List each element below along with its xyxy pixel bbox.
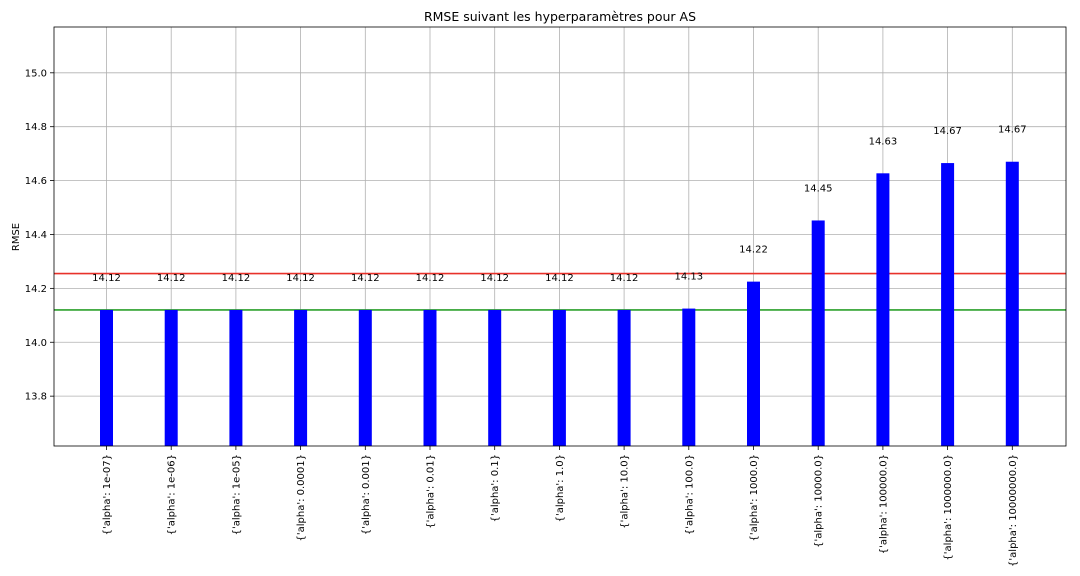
bar (876, 173, 890, 447)
data-label: 14.67 (998, 125, 1027, 136)
y-axis: 13.8 14.0 14.2 14.4 14.6 14.8 15.0 (25, 68, 54, 403)
data-label: 14.22 (739, 245, 768, 256)
x-tick-label: {'alpha': 1000.0} (749, 454, 760, 541)
y-tick-label: 14.8 (25, 122, 47, 133)
data-label: 14.12 (545, 273, 574, 284)
y-tick-label: 14.0 (25, 338, 47, 349)
y-tick-label: 15.0 (25, 68, 47, 79)
x-tick-label: {'alpha': 0.01} (426, 454, 437, 529)
x-tick-label: {'alpha': 1e-05} (231, 454, 242, 535)
bar (423, 309, 437, 446)
x-tick-label: {'alpha': 10000.0} (814, 454, 825, 548)
bar (682, 308, 696, 446)
bar (747, 281, 760, 446)
data-labels: 14.12 14.12 14.12 14.12 14.12 14.12 14.12 14.12… (92, 125, 1026, 284)
data-label: 14.12 (480, 273, 509, 284)
bar (100, 309, 113, 446)
y-tick-label: 14.4 (25, 230, 47, 241)
x-tick-label: {'alpha': 1e-06} (167, 454, 178, 535)
data-label: 14.12 (610, 273, 639, 284)
bars (100, 161, 1019, 447)
plot-frame (53, 26, 1067, 447)
bar (617, 309, 631, 446)
bar (358, 309, 372, 446)
data-label: 14.12 (286, 273, 315, 284)
bar (941, 163, 955, 446)
x-tick-label: {'alpha': 1.0} (555, 454, 566, 522)
x-axis: {'alpha': 1e-07} {'alpha': 1e-06} {'alpha'… (102, 446, 1019, 567)
data-label: 14.12 (351, 273, 380, 284)
x-tick-label: {'alpha': 1e-07} (102, 454, 113, 535)
data-label: 14.67 (933, 126, 962, 137)
bar (488, 309, 502, 446)
bar (229, 309, 243, 446)
data-label: 14.12 (157, 273, 186, 284)
y-axis-label: RMSE (11, 223, 22, 251)
x-tick-label: {'alpha': 0.001} (361, 454, 372, 535)
x-tick-label: {'alpha': 10000000.0} (1008, 454, 1019, 567)
chart-title: RMSE suivant les hyperparamètres pour AS (424, 9, 696, 24)
data-label: 14.63 (869, 136, 898, 147)
x-tick-label: {'alpha': 10.0} (620, 454, 631, 529)
bar (1005, 161, 1019, 446)
bar (552, 309, 566, 446)
data-label: 14.12 (416, 273, 445, 284)
data-label: 14.12 (92, 273, 121, 284)
y-tick-label: 14.6 (25, 176, 47, 187)
y-tick-label: 13.8 (25, 392, 47, 403)
data-label: 14.13 (674, 272, 703, 283)
x-tick-label: {'alpha': 100.0} (684, 454, 695, 535)
x-tick-label: {'alpha': 100000.0} (878, 454, 889, 554)
x-tick-label: {'alpha': 0.1} (490, 454, 501, 522)
bar (294, 309, 308, 446)
x-tick-label: {'alpha': 0.0001} (296, 454, 307, 541)
data-label: 14.45 (804, 183, 833, 194)
data-label: 14.12 (222, 273, 251, 284)
y-tick-label: 14.2 (25, 284, 47, 295)
bar (811, 220, 825, 446)
bar (164, 309, 178, 446)
x-tick-label: {'alpha': 1000000.0} (943, 454, 954, 561)
